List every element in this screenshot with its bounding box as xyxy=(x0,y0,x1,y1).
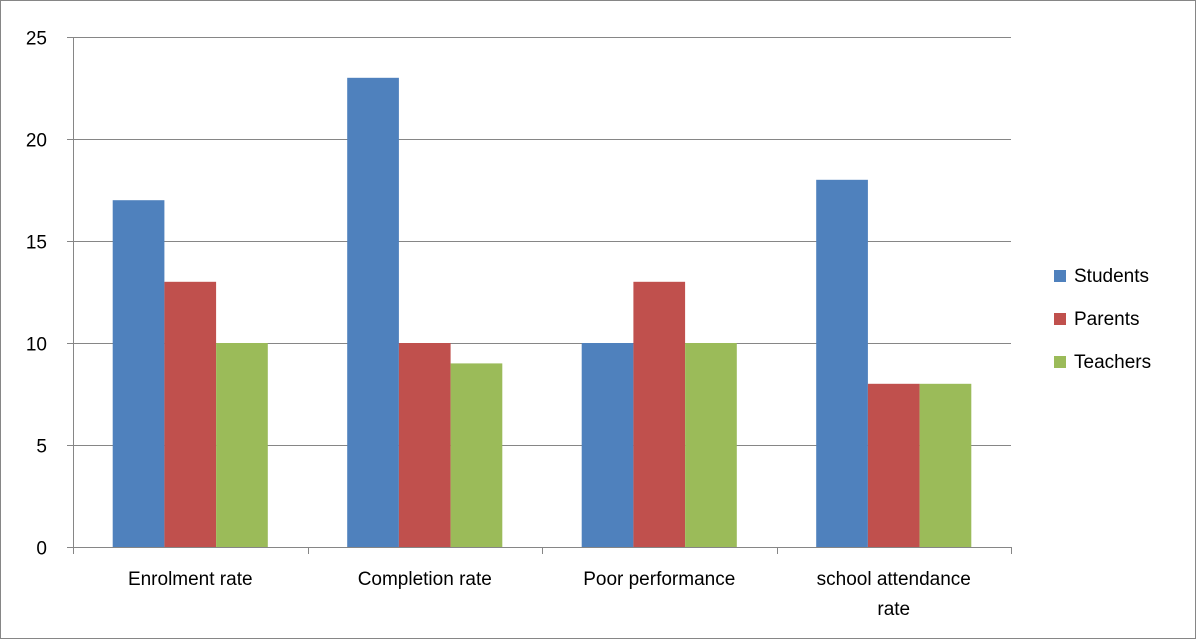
y-tick-label: 15 xyxy=(26,233,47,254)
y-tick-label: 10 xyxy=(26,335,47,356)
legend-swatch-students xyxy=(1054,270,1066,282)
legend-swatch-teachers xyxy=(1054,356,1066,368)
bar-students-1 xyxy=(347,77,399,548)
legend-label-students: Students xyxy=(1074,266,1149,287)
x-category-label: Enrolment rate xyxy=(128,569,253,590)
x-category-label: rate xyxy=(877,599,910,620)
y-tick-label: 20 xyxy=(26,131,47,152)
legend-label-parents: Parents xyxy=(1074,309,1139,330)
legend-label-teachers: Teachers xyxy=(1074,352,1151,373)
bar-parents-1 xyxy=(398,343,451,547)
bar-teachers-1 xyxy=(450,363,503,547)
bar-students-0 xyxy=(112,200,165,547)
x-category-label: Poor performance xyxy=(583,569,735,590)
bar-students-2 xyxy=(581,343,634,547)
bar-students-3 xyxy=(816,179,868,548)
axes: 0 5 10 15 20 25 Enrolment rate Completion rate P… xyxy=(26,29,1012,620)
y-tick-label: 25 xyxy=(26,29,47,50)
legend: Students Parents Teachers xyxy=(1054,266,1151,373)
x-category-label: Completion rate xyxy=(358,569,492,590)
bar-parents-3 xyxy=(867,383,920,547)
bar-parents-0 xyxy=(164,281,217,547)
bar-teachers-0 xyxy=(216,343,268,547)
legend-swatch-parents xyxy=(1054,313,1066,325)
bars xyxy=(112,77,972,548)
x-category-label: school attendance xyxy=(817,569,971,590)
bar-teachers-3 xyxy=(919,383,972,547)
y-tick-label: 5 xyxy=(36,437,47,458)
y-tick-label: 0 xyxy=(36,539,47,560)
bar-parents-2 xyxy=(633,281,686,547)
bar-teachers-2 xyxy=(685,343,737,547)
